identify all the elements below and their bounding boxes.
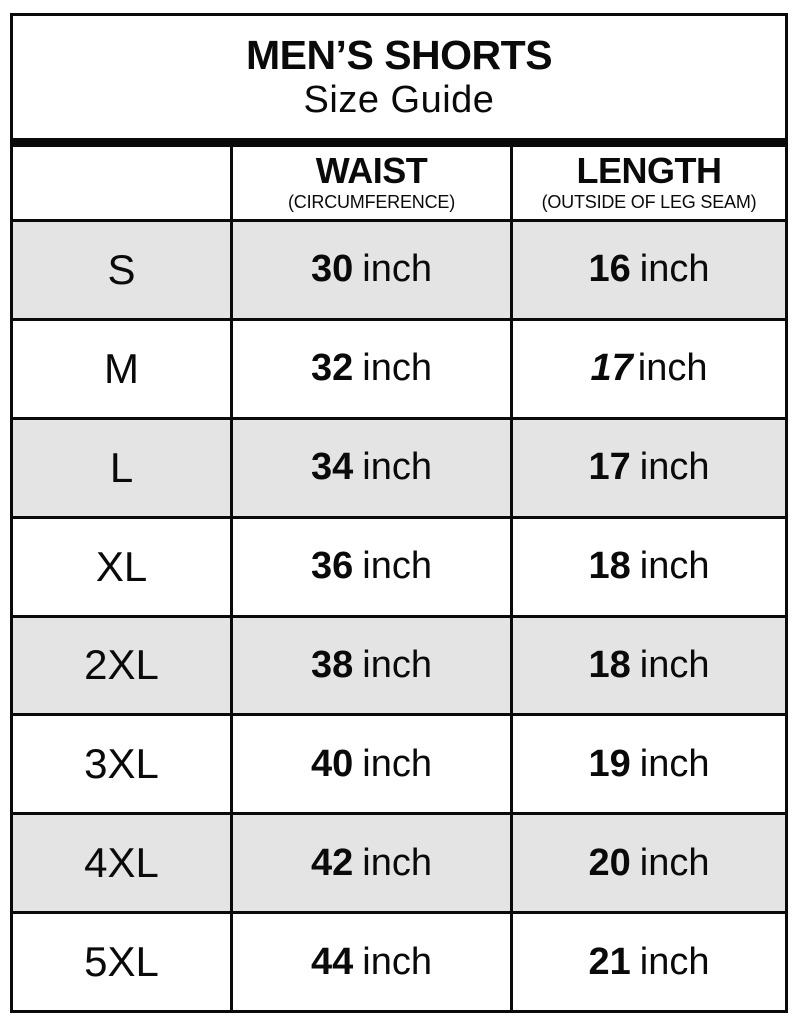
waist-cell: 40 inch bbox=[233, 716, 513, 813]
page-title: MEN’S SHORTS bbox=[245, 31, 553, 78]
size-cell: L bbox=[13, 419, 233, 516]
waist-cell: 30 inch bbox=[233, 222, 513, 318]
length-cell: 19 inch bbox=[513, 716, 785, 812]
waist-value: 44 bbox=[311, 940, 354, 983]
size-label: 5XL bbox=[84, 938, 159, 986]
length-cell: 21 inch bbox=[513, 914, 785, 1010]
table-row-xl: XL 36 inch 18 inch bbox=[13, 518, 785, 618]
size-cell: S bbox=[13, 222, 233, 318]
length-value: 17 bbox=[590, 347, 633, 390]
waist-value: 32 bbox=[311, 347, 354, 390]
length-unit: inch bbox=[639, 545, 710, 588]
waist-unit: inch bbox=[362, 347, 432, 390]
waist-unit: inch bbox=[362, 545, 432, 588]
waist-cell: 34 inch bbox=[233, 419, 513, 516]
length-value: 21 bbox=[588, 940, 631, 983]
page-subtitle: Size Guide bbox=[303, 78, 495, 121]
size-label: S bbox=[107, 245, 136, 293]
size-cell: 4XL bbox=[13, 815, 233, 912]
header-cell-length: LENGTH (OUTSIDE OF LEG SEAM) bbox=[513, 147, 785, 219]
waist-unit: inch bbox=[362, 940, 432, 983]
waist-value: 42 bbox=[311, 841, 354, 884]
table-row-s: S 30 inch 16 inch bbox=[13, 222, 785, 321]
length-cell: 17 inch bbox=[513, 321, 785, 417]
length-cell: 16 inch bbox=[513, 222, 785, 318]
waist-value: 34 bbox=[311, 446, 354, 489]
length-unit: inch bbox=[639, 940, 710, 983]
length-value: 16 bbox=[588, 248, 631, 291]
waist-cell: 38 inch bbox=[233, 617, 513, 714]
header-cell-waist: WAIST (CIRCUMFERENCE) bbox=[233, 147, 513, 219]
table-row-m: M 32 inch 17 inch bbox=[13, 320, 785, 420]
length-cell: 18 inch bbox=[513, 618, 785, 714]
table-row-l: L 34 inch 17 inch bbox=[13, 419, 785, 519]
waist-value: 40 bbox=[311, 742, 354, 785]
waist-unit: inch bbox=[362, 841, 432, 884]
waist-unit: inch bbox=[362, 742, 432, 785]
size-cell: 5XL bbox=[13, 914, 233, 1010]
size-cell: 2XL bbox=[13, 617, 233, 714]
size-label: 2XL bbox=[84, 641, 159, 689]
size-cell: M bbox=[13, 320, 233, 417]
waist-value: 30 bbox=[311, 248, 354, 291]
waist-cell: 36 inch bbox=[233, 518, 513, 615]
waist-cell: 32 inch bbox=[233, 320, 513, 417]
length-column-sublabel: (OUTSIDE OF LEG SEAM) bbox=[541, 192, 757, 213]
length-cell: 20 inch bbox=[513, 815, 785, 911]
waist-cell: 42 inch bbox=[233, 815, 513, 912]
waist-column-sublabel: (CIRCUMFERENCE) bbox=[288, 192, 455, 213]
size-label: 4XL bbox=[84, 839, 159, 887]
table-row-5xl: 5XL 44 inch 21 inch bbox=[13, 914, 785, 1010]
waist-unit: inch bbox=[362, 248, 432, 291]
title-divider-bar bbox=[13, 138, 785, 147]
length-column-label: LENGTH bbox=[576, 150, 723, 192]
size-cell: 3XL bbox=[13, 716, 233, 813]
length-unit: inch bbox=[639, 248, 710, 291]
length-unit: inch bbox=[639, 446, 710, 489]
table-row-3xl: 3XL 40 inch 19 inch bbox=[13, 716, 785, 816]
length-unit: inch bbox=[637, 347, 708, 390]
waist-unit: inch bbox=[362, 446, 432, 489]
waist-cell: 44 inch bbox=[233, 914, 513, 1010]
column-header-row: WAIST (CIRCUMFERENCE) LENGTH (OUTSIDE OF… bbox=[13, 147, 785, 222]
length-value: 18 bbox=[588, 545, 631, 588]
size-guide-table: MEN’S SHORTS Size Guide WAIST (CIRCUMFER… bbox=[10, 13, 788, 1013]
length-cell: 17 inch bbox=[513, 420, 785, 516]
length-unit: inch bbox=[639, 841, 710, 884]
length-value: 19 bbox=[588, 742, 631, 785]
length-cell: 18 inch bbox=[513, 519, 785, 615]
length-unit: inch bbox=[639, 643, 710, 686]
length-value: 20 bbox=[588, 841, 631, 884]
size-cell: XL bbox=[13, 518, 233, 615]
header-cell-blank bbox=[13, 147, 233, 219]
waist-column-label: WAIST bbox=[315, 150, 428, 192]
size-label: M bbox=[104, 344, 139, 392]
length-unit: inch bbox=[639, 742, 710, 785]
size-label: L bbox=[109, 443, 134, 491]
length-value: 17 bbox=[588, 446, 631, 489]
waist-unit: inch bbox=[362, 643, 432, 686]
title-block: MEN’S SHORTS Size Guide bbox=[13, 16, 785, 138]
size-label: XL bbox=[95, 542, 148, 590]
size-label: 3XL bbox=[84, 740, 159, 788]
length-value: 18 bbox=[588, 643, 631, 686]
waist-value: 36 bbox=[311, 545, 354, 588]
table-row-4xl: 4XL 42 inch 20 inch bbox=[13, 815, 785, 915]
table-row-2xl: 2XL 38 inch 18 inch bbox=[13, 617, 785, 717]
waist-value: 38 bbox=[311, 643, 354, 686]
